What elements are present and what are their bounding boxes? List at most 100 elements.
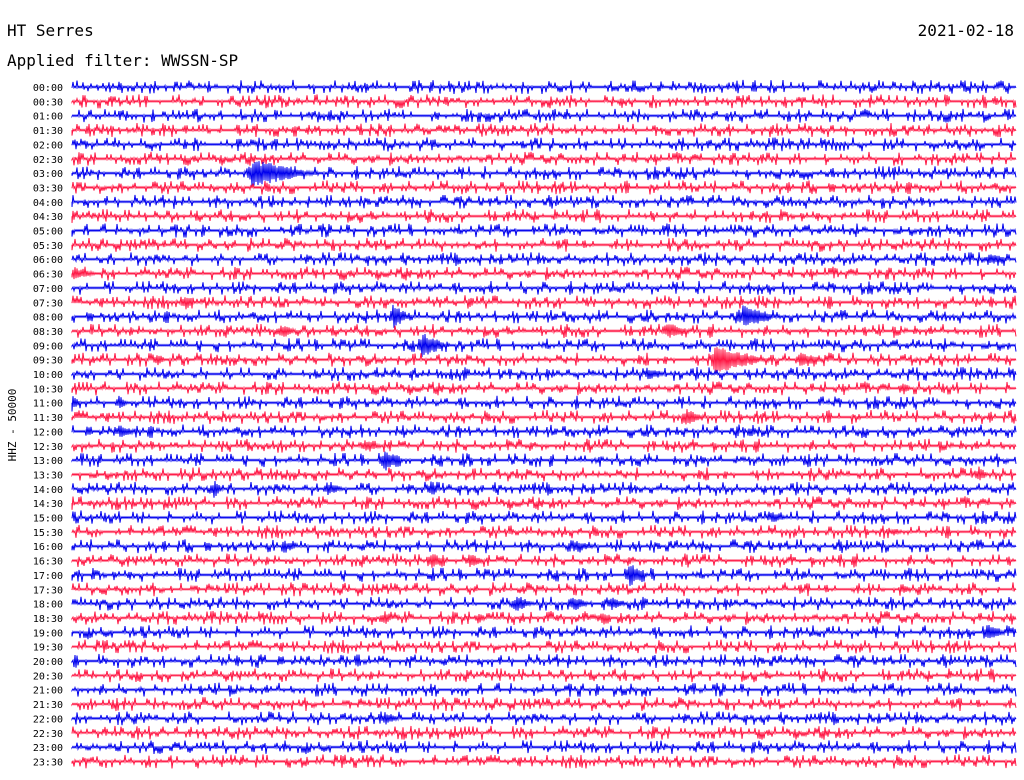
time-label: 07:30 [33, 298, 63, 309]
time-label: 04:00 [33, 198, 63, 209]
trace-row [71, 682, 1017, 697]
trace-row [71, 625, 1017, 640]
time-label: 04:30 [33, 212, 63, 223]
trace-row [71, 194, 1017, 209]
time-label: 05:00 [33, 227, 63, 238]
trace-row [71, 409, 1017, 425]
time-label: 06:00 [33, 255, 63, 266]
trace-row [71, 424, 1017, 439]
time-label: 23:30 [33, 757, 63, 768]
trace-row [71, 223, 1017, 238]
time-label: 07:00 [33, 284, 63, 295]
time-label: 20:00 [33, 657, 63, 668]
trace-row [71, 610, 1017, 625]
time-label: 00:00 [33, 83, 63, 94]
trace-row [71, 79, 1017, 94]
time-label: 16:00 [33, 542, 63, 553]
trace-row [71, 553, 1017, 568]
trace-row [71, 451, 1017, 471]
trace-row [71, 333, 1017, 358]
trace-row [71, 466, 1017, 482]
time-label: 16:30 [33, 557, 63, 568]
trace-row [71, 304, 1017, 328]
time-label: 21:30 [33, 700, 63, 711]
trace-row [71, 639, 1017, 654]
trace-row [71, 480, 1017, 498]
trace-row [71, 653, 1017, 669]
time-label: 08:30 [33, 327, 63, 338]
trace-row [71, 395, 1017, 412]
trace-row [71, 668, 1017, 683]
trace-row [71, 539, 1017, 554]
trace-row [71, 280, 1017, 295]
time-label: 03:30 [33, 183, 63, 194]
time-label: 14:30 [33, 499, 63, 510]
trace-row [71, 94, 1017, 109]
trace-row [71, 108, 1017, 123]
trace-row [71, 347, 1017, 373]
time-label: 11:30 [33, 413, 63, 424]
time-label: 19:00 [33, 628, 63, 639]
time-label: 22:30 [33, 729, 63, 740]
trace-row [71, 266, 1017, 281]
trace-row [71, 740, 1017, 755]
seismic-traces [71, 79, 1017, 769]
time-label: 09:00 [33, 341, 63, 352]
trace-row [71, 510, 1017, 525]
time-label: 15:30 [33, 528, 63, 539]
time-label: 09:30 [33, 356, 63, 367]
time-label: 19:30 [33, 643, 63, 654]
trace-row [71, 180, 1017, 195]
time-label: 17:00 [33, 571, 63, 582]
trace-row [71, 209, 1017, 224]
chart-date: 2021-02-18 [918, 21, 1014, 40]
trace-row [71, 151, 1017, 166]
time-label: 21:00 [33, 686, 63, 697]
trace-row [71, 381, 1017, 396]
trace-row [71, 137, 1017, 152]
time-label: 02:00 [33, 140, 63, 151]
trace-row [71, 295, 1017, 310]
time-label: 01:30 [33, 126, 63, 137]
time-label: 22:00 [33, 714, 63, 725]
trace-row [71, 123, 1017, 138]
trace-row [71, 252, 1017, 267]
trace-row [71, 565, 1017, 586]
trace-row [71, 697, 1017, 712]
trace-row [71, 161, 1017, 186]
time-label: 20:30 [33, 671, 63, 682]
trace-row [71, 524, 1017, 539]
trace-row [71, 366, 1017, 381]
time-label: 00:30 [33, 97, 63, 108]
trace-row [71, 725, 1017, 740]
time-labels: 00:00 00:30 01:00 01:30 02:00 02:30 03:00 03:30… [33, 83, 63, 768]
trace-row [71, 711, 1017, 726]
time-label: 05:30 [33, 241, 63, 252]
time-label: 01:00 [33, 112, 63, 123]
time-label: 18:00 [33, 600, 63, 611]
time-label: 23:00 [33, 743, 63, 754]
y-axis-label: HHZ - 50000 [6, 389, 19, 462]
trace-row [71, 438, 1017, 453]
trace-row [71, 754, 1017, 769]
trace-row [71, 496, 1017, 511]
time-label: 08:00 [33, 313, 63, 324]
time-label: 13:00 [33, 456, 63, 467]
time-label: 03:00 [33, 169, 63, 180]
time-label: 10:30 [33, 384, 63, 395]
time-label: 17:30 [33, 585, 63, 596]
time-label: 13:30 [33, 470, 63, 481]
station-title: HT Serres [7, 21, 94, 40]
trace-row [71, 323, 1017, 338]
time-label: 10:00 [33, 370, 63, 381]
trace-row [71, 596, 1017, 611]
time-label: 12:00 [33, 427, 63, 438]
time-label: 18:30 [33, 614, 63, 625]
time-label: 02:30 [33, 155, 63, 166]
filter-label: Applied filter: WWSSN-SP [7, 51, 238, 70]
time-label: 15:00 [33, 514, 63, 525]
time-label: 14:00 [33, 485, 63, 496]
trace-row [71, 582, 1017, 597]
time-label: 12:30 [33, 442, 63, 453]
